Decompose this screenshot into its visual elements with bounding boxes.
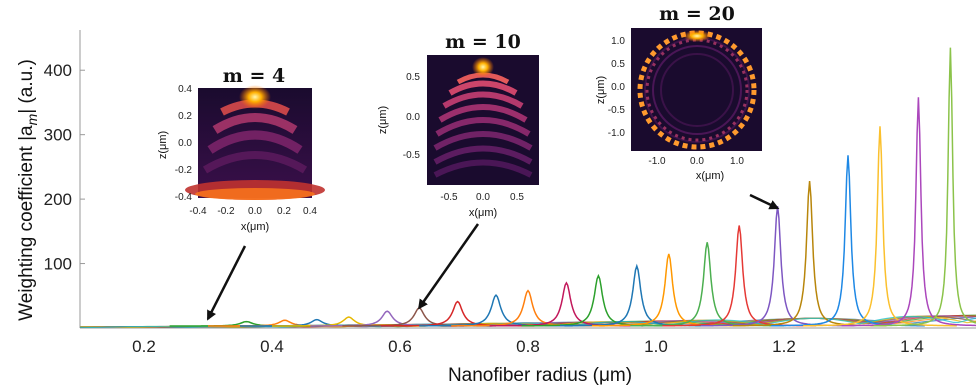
svg-text:1.0: 1.0 (730, 156, 744, 167)
x-tick-label: 0.6 (388, 337, 412, 356)
x-tick-label: 1.0 (644, 337, 668, 356)
inset-m10-xlabel: x(μm) (469, 207, 497, 219)
peak-series (873, 47, 976, 327)
inset-m10-image (427, 55, 539, 185)
svg-text:0.4: 0.4 (178, 84, 192, 95)
peak-series (771, 155, 925, 327)
svg-text:-0.4: -0.4 (175, 192, 193, 203)
peak-series (841, 97, 976, 327)
peak-series (662, 225, 816, 327)
x-tick-label: 1.4 (900, 337, 924, 356)
svg-text:-1.0: -1.0 (648, 156, 666, 167)
y-tick-label: 200 (44, 190, 72, 209)
x-axis-label: Nanofiber radius (μm) (448, 365, 632, 386)
inset-m4-title: m = 4 (223, 65, 285, 87)
svg-text:0.0: 0.0 (406, 112, 420, 123)
y-tick-label: 100 (44, 255, 72, 274)
peak-series (732, 181, 887, 327)
peak-series (419, 293, 573, 327)
y-tick-label: 300 (44, 126, 72, 145)
inset-m10-title: m = 10 (445, 31, 521, 53)
svg-text:-0.5: -0.5 (403, 150, 421, 161)
peak-series (560, 263, 714, 327)
inset-m4-image (185, 85, 325, 200)
inset-m10: m = 10 0.5 0.0 -0.5 -0.5 0.0 0.5 x(μm) z… (377, 31, 539, 219)
peak-series (489, 281, 644, 327)
svg-text:0.5: 0.5 (406, 72, 420, 83)
svg-text:0.2: 0.2 (277, 206, 291, 217)
svg-text:0.2: 0.2 (178, 111, 192, 122)
svg-text:0.0: 0.0 (178, 138, 192, 149)
inset-m10-zlabel: z(μm) (377, 106, 389, 134)
svg-text:-0.2: -0.2 (217, 206, 235, 217)
x-tick-label: 0.2 (132, 337, 156, 356)
inset-m20-xlabel: x(μm) (696, 170, 724, 182)
svg-text:0.4: 0.4 (303, 206, 317, 217)
y-tick-label: 400 (44, 61, 72, 80)
series-group (80, 47, 976, 329)
svg-text:1.0: 1.0 (611, 36, 625, 47)
y-axis-label-sub: m (24, 113, 40, 125)
svg-text:-0.5: -0.5 (440, 192, 458, 203)
inset-m20: m = 20 1.0 0.5 0.0 -0.5 -1.0 -1.0 0.0 1.… (595, 3, 762, 182)
inset-m4-zlabel: z(μm) (157, 131, 169, 159)
svg-text:0.0: 0.0 (611, 82, 625, 93)
inset-arrow (418, 223, 480, 310)
inset-arrow (749, 193, 780, 210)
svg-text:0.5: 0.5 (611, 59, 625, 70)
svg-text:-1.0: -1.0 (608, 128, 626, 139)
svg-text:-0.2: -0.2 (175, 165, 193, 176)
svg-text:-0.5: -0.5 (608, 105, 626, 116)
inset-m4-xlabel: x(μm) (241, 221, 269, 233)
y-axis-label: Weighting coefficient |am| (a.u.) (16, 59, 40, 321)
peak-series (803, 126, 957, 327)
svg-text:0.0: 0.0 (248, 206, 262, 217)
x-tick-label: 0.4 (260, 337, 284, 356)
peak-series (592, 253, 746, 327)
inset-arrow (206, 245, 247, 321)
svg-text:-0.4: -0.4 (189, 206, 207, 217)
svg-text:0.0: 0.0 (690, 156, 704, 167)
svg-text:0.5: 0.5 (510, 192, 524, 203)
peak-series (521, 273, 676, 327)
inset-m20-image (631, 28, 762, 151)
arrows-group (206, 193, 780, 321)
inset-m4: m = 4 0.4 0.2 0.0 -0.2 -0.4 -0.4 -0.2 0.… (157, 65, 325, 233)
inset-m20-title: m = 20 (659, 3, 735, 25)
x-tick-label: 0.8 (516, 337, 540, 356)
peak-series (630, 242, 784, 327)
y-ticks: 100 200 300 400 (44, 61, 85, 274)
x-ticks: 0.2 0.4 0.6 0.8 1.0 1.2 1.4 (132, 337, 924, 356)
x-tick-label: 1.2 (772, 337, 796, 356)
inset-m20-zlabel: z(μm) (595, 76, 607, 104)
svg-text:0.0: 0.0 (476, 192, 490, 203)
peak-series (700, 206, 855, 327)
